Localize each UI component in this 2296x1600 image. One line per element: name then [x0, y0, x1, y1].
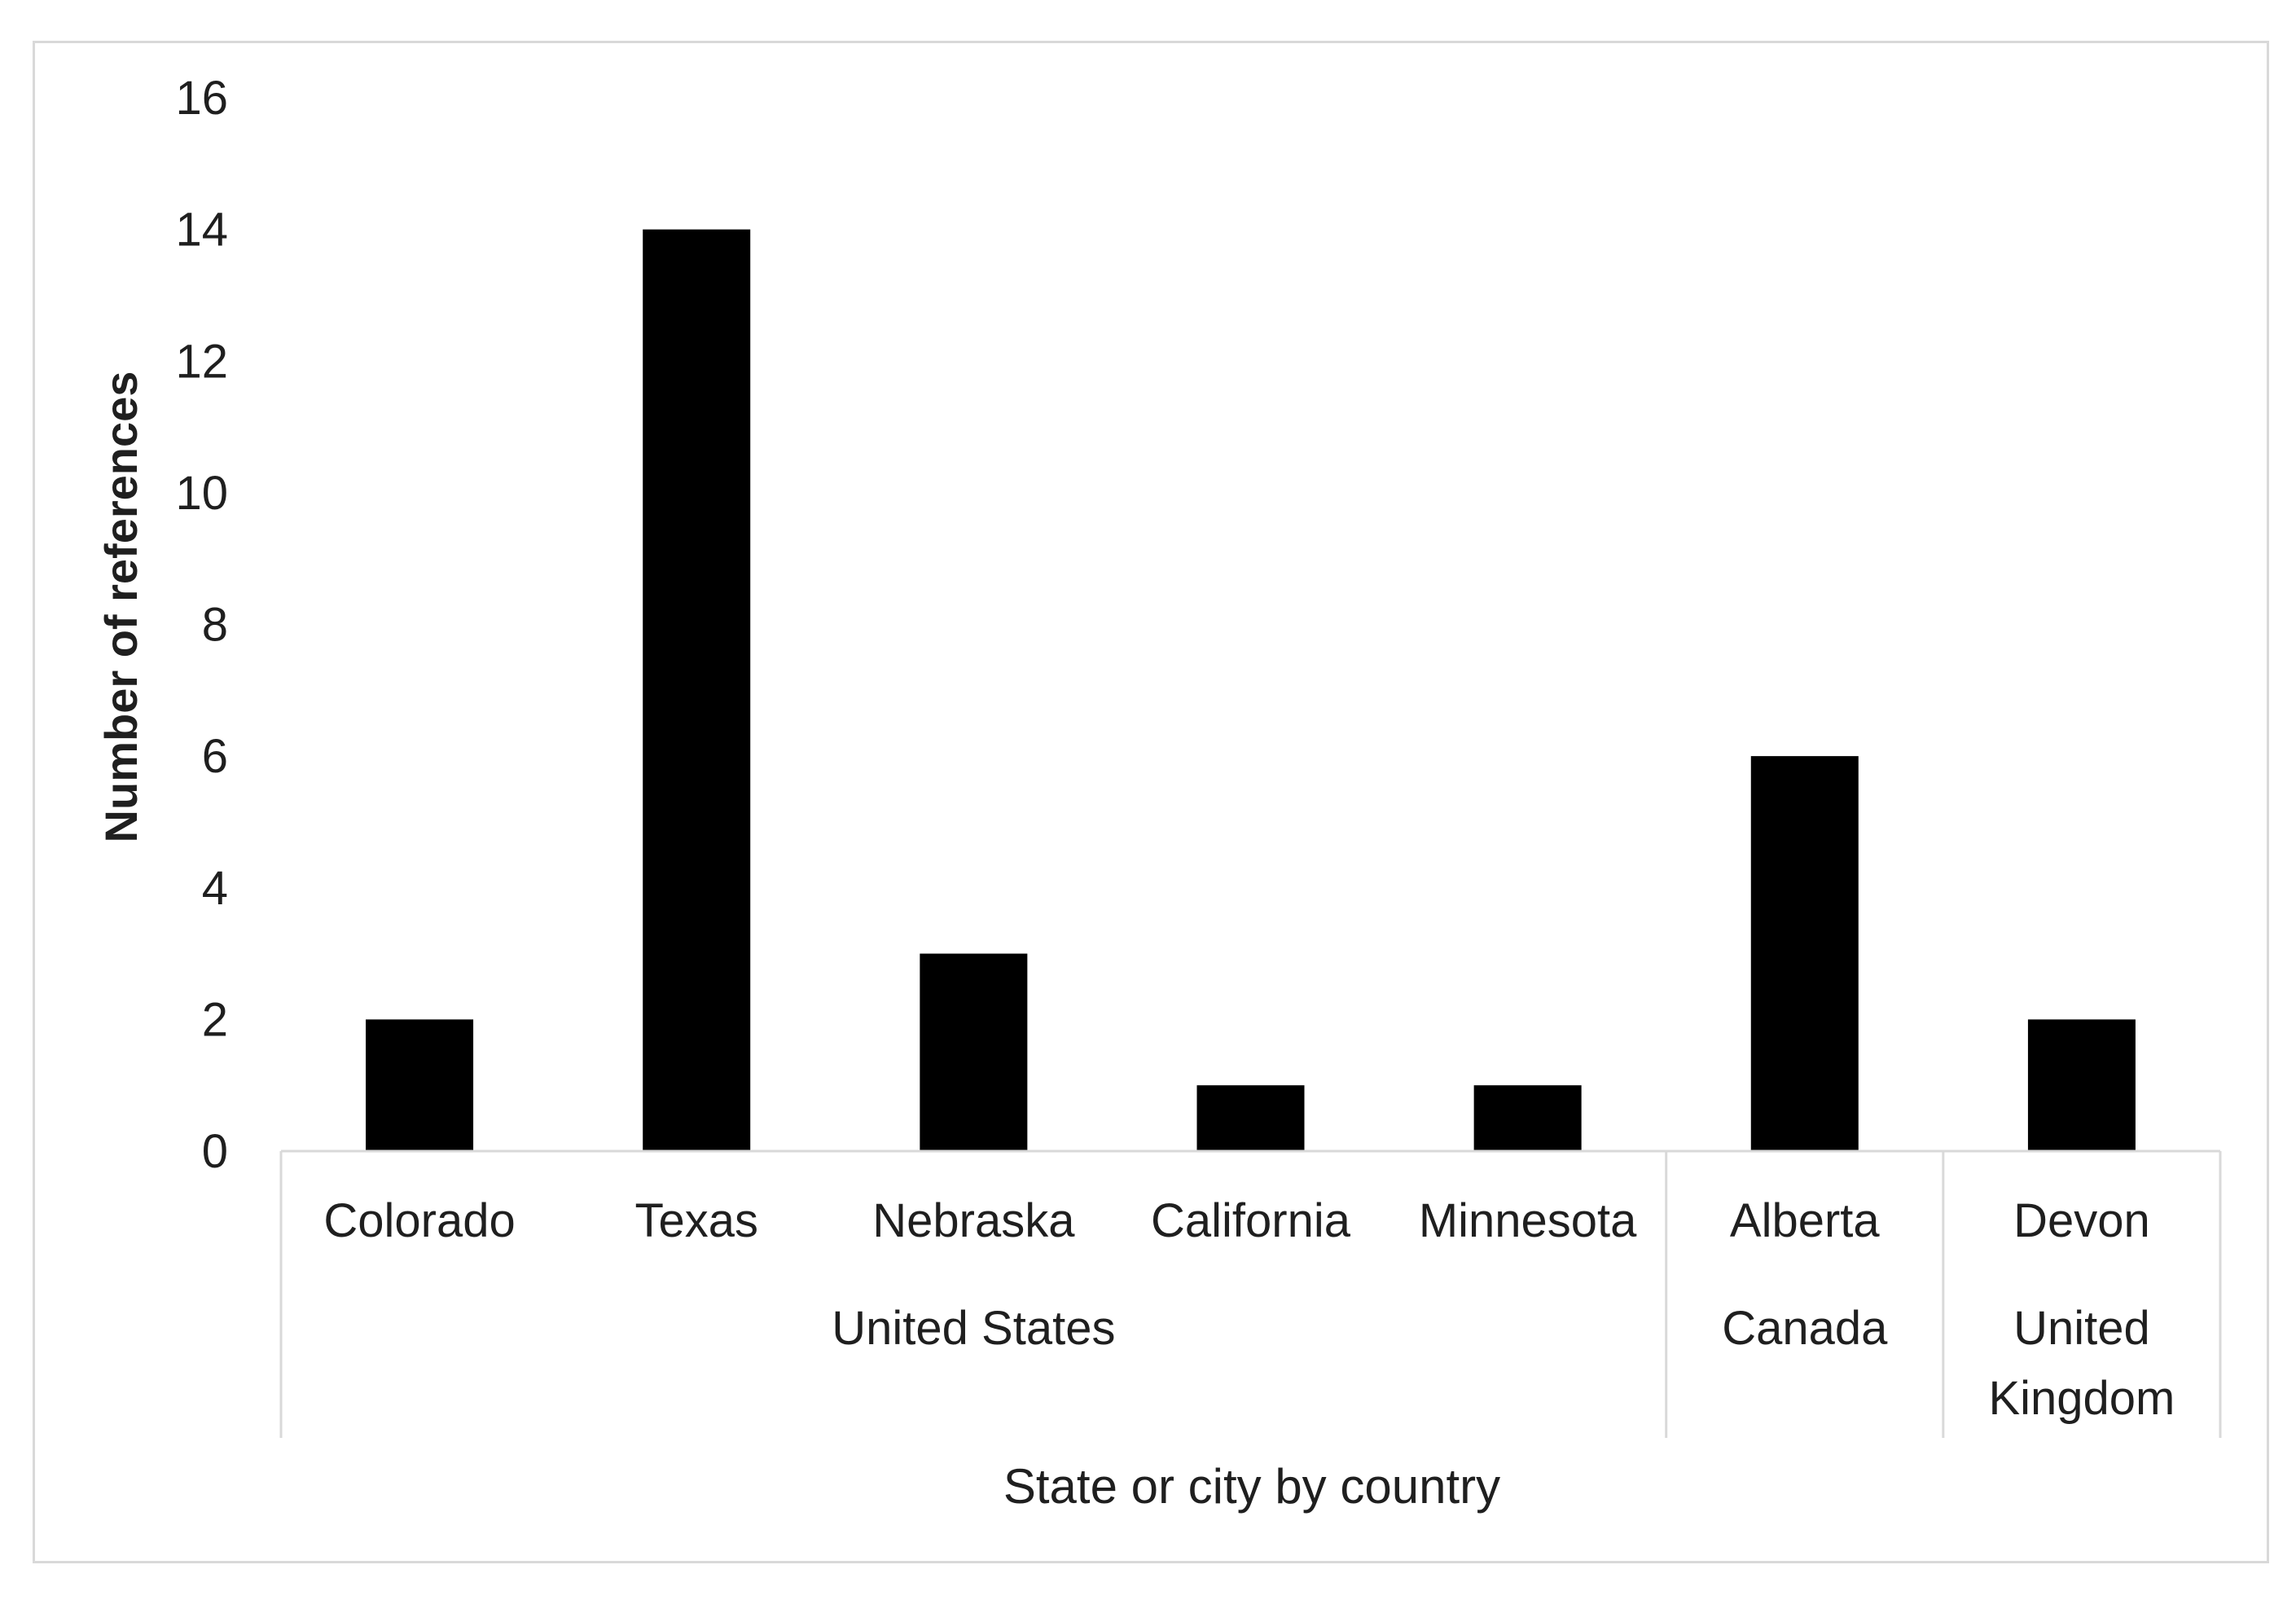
category-label: Devon [2013, 1194, 2150, 1247]
group-label: United States [832, 1302, 1115, 1355]
y-tick-label: 0 [202, 1125, 228, 1178]
bars [366, 229, 2136, 1151]
bar-nebraska [920, 953, 1028, 1151]
bar-alberta [1750, 756, 1859, 1151]
group-label: Canada [1722, 1302, 1888, 1355]
y-tick-label: 2 [202, 993, 228, 1046]
bar-california [1196, 1085, 1305, 1151]
category-label: California [1151, 1194, 1351, 1247]
y-axis-title: Number of references [95, 371, 147, 843]
y-tick-label: 8 [202, 599, 228, 652]
x-axis [279, 1149, 2222, 1438]
category-labels: Colorado Texas Nebraska California Minnesota… [323, 1194, 2149, 1247]
category-label: Texas [634, 1194, 758, 1247]
y-tick-label: 16 [175, 72, 228, 125]
y-axis-ticks: 0 2 4 6 8 10 12 14 16 [175, 72, 228, 1178]
category-label: Nebraska [872, 1194, 1075, 1247]
y-tick-label: 12 [175, 335, 228, 388]
chart-frame [33, 41, 2269, 1563]
group-label: United Kingdom [1988, 1302, 2175, 1425]
bar-devon [2027, 1019, 2136, 1151]
x-axis-title: State or city by country [1003, 1459, 1500, 1514]
group-labels: United States Canada United Kingdom [832, 1302, 2175, 1425]
y-tick-label: 4 [202, 862, 228, 915]
category-label: Alberta [1730, 1194, 1881, 1247]
category-label: Colorado [323, 1194, 515, 1247]
y-tick-label: 10 [175, 467, 228, 520]
bar-texas [643, 229, 751, 1151]
y-tick-label: 6 [202, 730, 228, 783]
category-label: Minnesota [1419, 1194, 1637, 1247]
bar-colorado [366, 1019, 474, 1151]
y-tick-label: 14 [175, 204, 228, 257]
bar-minnesota [1473, 1085, 1582, 1151]
